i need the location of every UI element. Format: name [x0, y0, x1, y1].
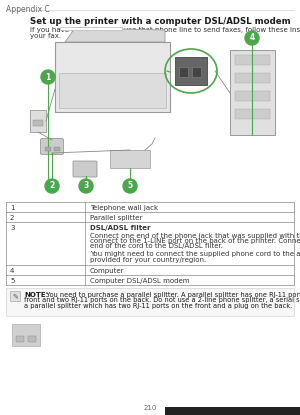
FancyBboxPatch shape: [192, 67, 201, 77]
FancyBboxPatch shape: [40, 139, 64, 154]
Text: connect to the 1-LINE port on the back of the printer. Connect the other: connect to the 1-LINE port on the back o…: [90, 238, 300, 244]
Text: NOTE:: NOTE:: [24, 292, 48, 298]
Text: Parallel splitter: Parallel splitter: [90, 215, 142, 221]
Circle shape: [123, 179, 137, 193]
FancyBboxPatch shape: [6, 288, 294, 316]
Text: Appendix C: Appendix C: [6, 5, 50, 14]
FancyBboxPatch shape: [16, 336, 24, 342]
Text: You need to purchase a parallel splitter. A parallel splitter has one RJ-11 port: You need to purchase a parallel splitter…: [42, 292, 300, 298]
Circle shape: [41, 70, 55, 84]
Text: front and two RJ-11 ports on the back. Do not use a 2-line phone splitter, a ser: front and two RJ-11 ports on the back. D…: [24, 297, 300, 303]
Text: end of the cord to the DSL/ADSL filter.: end of the cord to the DSL/ADSL filter.: [90, 244, 223, 249]
Text: your fax.: your fax.: [30, 33, 61, 39]
FancyBboxPatch shape: [179, 67, 188, 77]
FancyBboxPatch shape: [235, 91, 270, 101]
Text: Telephone wall jack: Telephone wall jack: [90, 205, 158, 211]
FancyBboxPatch shape: [28, 336, 36, 342]
Polygon shape: [60, 27, 122, 30]
Text: You might need to connect the supplied phone cord to the adapter: You might need to connect the supplied p…: [90, 251, 300, 257]
FancyBboxPatch shape: [12, 324, 40, 346]
Text: Set up the printer with a computer DSL/ADSL modem: Set up the printer with a computer DSL/A…: [30, 17, 291, 26]
Circle shape: [245, 31, 259, 45]
FancyBboxPatch shape: [110, 150, 150, 168]
Text: If you have a DSL line and use that phone line to send faxes, follow these instr: If you have a DSL line and use that phon…: [30, 27, 300, 33]
FancyBboxPatch shape: [10, 291, 20, 301]
Circle shape: [45, 179, 59, 193]
FancyBboxPatch shape: [230, 50, 275, 135]
Text: 3: 3: [10, 225, 14, 231]
Text: Computer: Computer: [90, 268, 124, 274]
Text: a parallel splitter which has two RJ-11 ports on the front and a plug on the bac: a parallel splitter which has two RJ-11 …: [24, 303, 292, 309]
FancyBboxPatch shape: [45, 147, 51, 151]
Text: DSL/ADSL filter: DSL/ADSL filter: [90, 225, 151, 231]
FancyBboxPatch shape: [175, 57, 207, 85]
Circle shape: [79, 179, 93, 193]
Polygon shape: [65, 28, 165, 42]
FancyBboxPatch shape: [33, 120, 43, 126]
Text: 2: 2: [50, 181, 55, 190]
Text: 1: 1: [45, 73, 51, 81]
FancyBboxPatch shape: [59, 73, 166, 108]
Text: 5: 5: [128, 181, 133, 190]
Text: 3: 3: [83, 181, 88, 190]
Text: 5: 5: [10, 278, 14, 284]
FancyBboxPatch shape: [165, 407, 300, 415]
FancyBboxPatch shape: [235, 73, 270, 83]
FancyBboxPatch shape: [30, 110, 46, 132]
Text: 1: 1: [10, 205, 14, 211]
Text: 210: 210: [143, 405, 157, 411]
FancyBboxPatch shape: [54, 147, 60, 151]
FancyBboxPatch shape: [235, 55, 270, 65]
FancyBboxPatch shape: [55, 42, 170, 112]
Text: Connect one end of the phone jack that was supplied with the printer to: Connect one end of the phone jack that w…: [90, 233, 300, 239]
Text: Computer DSL/ADSL modem: Computer DSL/ADSL modem: [90, 278, 190, 284]
Text: 4: 4: [249, 34, 255, 42]
FancyBboxPatch shape: [73, 161, 97, 177]
Text: 2: 2: [10, 215, 14, 221]
FancyBboxPatch shape: [235, 109, 270, 119]
Text: 4: 4: [10, 268, 14, 274]
Text: ✎: ✎: [12, 293, 18, 299]
Text: provided for your country/region.: provided for your country/region.: [90, 256, 206, 263]
